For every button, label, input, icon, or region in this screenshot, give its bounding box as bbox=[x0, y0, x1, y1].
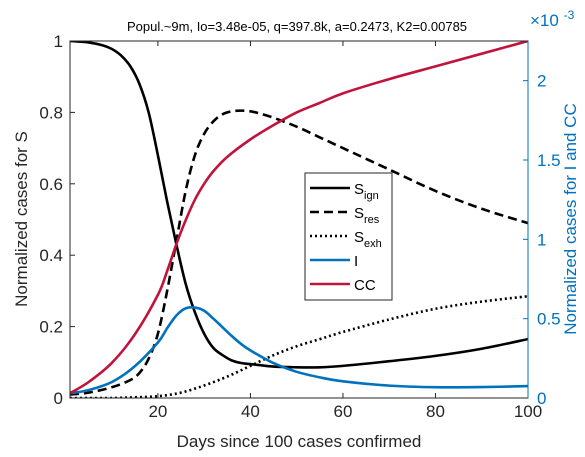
legend-label-main: S bbox=[354, 181, 364, 198]
x-tick-label: 100 bbox=[514, 402, 542, 421]
plot-area bbox=[70, 41, 528, 398]
x-tick-label: 40 bbox=[241, 402, 260, 421]
x-axis-label: Days since 100 cases confirmed bbox=[177, 432, 422, 451]
y-left-tick-label: 0 bbox=[54, 389, 63, 408]
legend-label-main: S bbox=[354, 205, 364, 222]
legend-label-subscript: ign bbox=[364, 190, 379, 202]
y-left-tick-label: 0.6 bbox=[39, 175, 63, 194]
y-axis-label-left: Normalized cases for S bbox=[12, 131, 31, 307]
y-left-tick-label: 0.2 bbox=[39, 318, 63, 337]
legend-label-main: S bbox=[354, 229, 364, 246]
legend-box bbox=[304, 172, 393, 301]
legend-label: Sres bbox=[354, 205, 380, 226]
legend-label: CC bbox=[354, 277, 376, 294]
y-right-tick-label: 0.5 bbox=[537, 310, 561, 329]
series-line-i bbox=[70, 305, 528, 395]
x-tick-label: 60 bbox=[333, 402, 352, 421]
legend-label-subscript: res bbox=[364, 214, 380, 226]
y-right-tick-label: 1 bbox=[537, 230, 546, 249]
y-axis-label-right: Normalized cases for I and CC bbox=[561, 103, 580, 334]
y-axis-right: 0 0.5 1 1.5 2 bbox=[523, 72, 561, 408]
y-right-tick-label: 1.5 bbox=[537, 151, 561, 170]
legend-label: Sign bbox=[354, 181, 379, 202]
right-axis-exponent-power: -3 bbox=[564, 8, 575, 22]
chart-title: Popul.~9m, Io=3.48e-05, q=397.8k, a=0.24… bbox=[127, 19, 467, 34]
x-tick-label: 20 bbox=[148, 402, 167, 421]
series-layer bbox=[70, 41, 528, 398]
y-axis-left: 0 0.2 0.4 0.6 0.8 1 bbox=[39, 32, 75, 408]
y-right-tick-label: 2 bbox=[537, 72, 546, 91]
y-left-tick-label: 0.8 bbox=[39, 103, 63, 122]
x-tick-label: 80 bbox=[426, 402, 445, 421]
right-axis-exponent: ×10 -3 bbox=[530, 8, 575, 30]
legend-label-main: I bbox=[354, 253, 358, 270]
y-left-tick-label: 1 bbox=[54, 32, 63, 51]
series-line-s-exh bbox=[70, 294, 528, 398]
series-line-s-ign bbox=[70, 41, 528, 369]
legend-label-subscript: exh bbox=[364, 238, 382, 250]
y-left-tick-label: 0.4 bbox=[39, 246, 63, 265]
series-line-cc bbox=[70, 41, 528, 395]
right-axis-exponent-base: ×10 bbox=[530, 11, 559, 30]
legend-label: I bbox=[354, 253, 358, 270]
series-line-s-res bbox=[70, 109, 528, 396]
legend-label-main: CC bbox=[354, 277, 376, 294]
legend-label: Sexh bbox=[354, 229, 382, 250]
y-right-tick-label: 0 bbox=[537, 389, 546, 408]
